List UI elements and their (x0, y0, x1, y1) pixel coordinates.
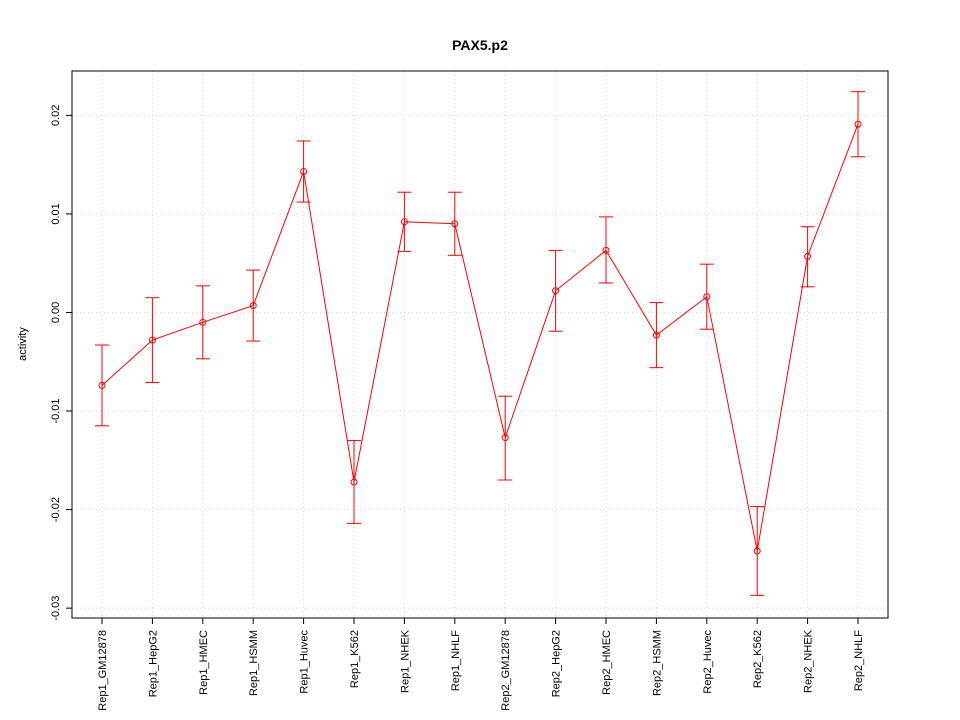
x-tick-label: Rep2_GM12878 (500, 630, 512, 711)
y-tick-label: 0.01 (50, 203, 62, 224)
error-bar (851, 91, 865, 158)
x-tick-label: Rep2_HSMM (651, 630, 663, 696)
data-point (753, 547, 761, 555)
error-bar (195, 285, 210, 360)
error-bar (397, 191, 412, 252)
x-tick-label: Rep1_HepG2 (147, 630, 159, 697)
error-bar (296, 140, 311, 203)
x-tick-label: Rep2_Huvec (702, 630, 714, 694)
data-point (350, 478, 358, 486)
data-point (652, 331, 660, 339)
data-point (552, 287, 560, 295)
error-bar (447, 191, 462, 256)
data-point (451, 220, 459, 228)
data-point (300, 168, 308, 176)
y-axis: -0.03 -0.02 -0.01 0.00 0.01 0.02 (50, 105, 72, 621)
data-point (249, 302, 257, 310)
error-bar (95, 344, 109, 427)
series (95, 91, 865, 596)
y-tick-label: 0.02 (50, 105, 62, 126)
data-point (602, 246, 610, 254)
data-point (98, 381, 106, 389)
x-tick-label: Rep1_NHLF (450, 630, 462, 691)
error-bar (347, 440, 361, 524)
data-point (854, 120, 862, 128)
x-tick-label: Rep2_HMEC (601, 630, 613, 695)
error-bar (599, 216, 613, 284)
x-axis: Rep1_GM12878 Rep1_HepG2 Rep1_HMEC Rep1_HSMM… (97, 618, 865, 711)
y-tick-label: -0.03 (50, 596, 62, 621)
error-bar (498, 395, 513, 481)
plot-frame (71, 70, 889, 619)
x-tick-label: Rep1_HMEC (198, 630, 210, 695)
data-point (400, 218, 408, 226)
error-bar (548, 249, 563, 332)
error-bar (246, 269, 261, 342)
y-tick-label: 0.00 (50, 302, 62, 323)
error-bar (800, 226, 815, 288)
data-point (501, 434, 509, 442)
y-axis-label: activity (17, 327, 29, 361)
x-tick-label: Rep2_K562 (752, 630, 764, 688)
x-tick-label: Rep1_Huvec (299, 630, 311, 694)
error-bar (649, 302, 664, 369)
x-tick-label: Rep2_NHEK (803, 629, 815, 693)
x-tick-label: Rep1_GM12878 (97, 630, 109, 711)
y-tick-label: -0.01 (50, 398, 62, 423)
data-point (703, 293, 711, 301)
data-point (148, 336, 156, 344)
x-tick-label: Rep2_NHLF (853, 630, 865, 691)
y-tick-label: -0.02 (50, 497, 62, 522)
error-bar (750, 506, 765, 596)
x-tick-label: Rep2_HepG2 (551, 630, 563, 697)
data-point (804, 252, 812, 260)
chart-title: PAX5.p2 (452, 37, 508, 53)
error-bar (699, 263, 714, 330)
data-point (199, 318, 207, 326)
error-bar (145, 297, 160, 383)
x-tick-label: Rep1_NHEK (399, 629, 411, 693)
grid (72, 71, 888, 618)
x-tick-label: Rep1_HSMM (248, 630, 260, 696)
x-tick-label: Rep1_K562 (349, 630, 361, 688)
series-line (101, 124, 859, 552)
